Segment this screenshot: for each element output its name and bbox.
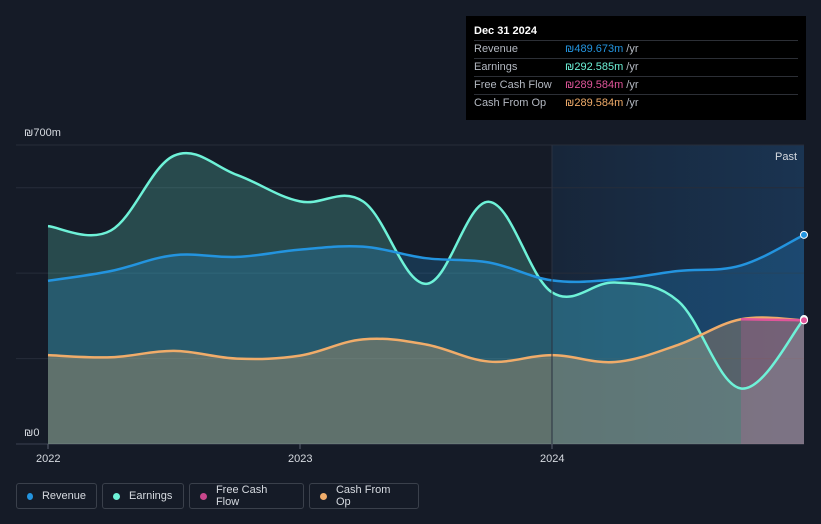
x-tick-label: 2023 xyxy=(288,453,312,465)
revenue-dot-icon xyxy=(27,492,33,500)
tooltip-date: Dec 31 2024 xyxy=(474,24,798,41)
cash-from-op-dot-icon xyxy=(320,492,327,500)
x-axis: 2022 2023 2024 xyxy=(36,444,564,465)
legend-item-cash-from-op[interactable]: Cash From Op xyxy=(309,483,419,509)
tooltip-value: ₪289.584m xyxy=(565,79,624,91)
legend-item-revenue[interactable]: Revenue xyxy=(16,483,97,509)
tooltip-value: ₪292.585m xyxy=(565,61,624,73)
revenue-area xyxy=(48,234,804,444)
legend-item-free-cash-flow[interactable]: Free Cash Flow xyxy=(189,483,304,509)
cash-from-op-area xyxy=(48,317,804,444)
tooltip-unit: /yr xyxy=(626,97,639,109)
y-tick-top: ₪700m xyxy=(24,127,61,139)
cash-from-op-line xyxy=(47,316,805,364)
tooltip-row-free-cash-flow: Free Cash Flow ₪289.584m /yr xyxy=(474,77,798,95)
legend-item-earnings[interactable]: Earnings xyxy=(102,483,184,509)
tooltip-unit: /yr xyxy=(626,79,639,91)
earnings-area xyxy=(48,153,804,444)
free-cash-flow-dot-icon xyxy=(200,492,207,500)
legend: Revenue Earnings Free Cash Flow Cash Fro… xyxy=(16,483,419,509)
tooltip-value: ₪289.584m xyxy=(565,97,624,109)
legend-label: Earnings xyxy=(129,490,173,502)
free-cash-flow-line xyxy=(740,318,805,322)
tooltip-label: Earnings xyxy=(474,61,518,73)
free-cash-flow-area xyxy=(741,319,804,444)
series-end-markers xyxy=(800,230,808,325)
y-tick-bottom: ₪0 xyxy=(24,427,39,439)
earnings-line xyxy=(47,151,805,390)
tooltip-unit: /yr xyxy=(626,43,639,55)
tooltip: Dec 31 2024 Revenue ₪489.673m /yr Earnin… xyxy=(466,16,806,120)
tooltip-row-revenue: Revenue ₪489.673m /yr xyxy=(474,41,798,59)
revenue-end-marker xyxy=(800,230,808,239)
legend-label: Free Cash Flow xyxy=(215,484,268,508)
revenue-line xyxy=(47,233,805,284)
earnings-dot-icon xyxy=(113,492,120,500)
tooltip-value: ₪489.673m xyxy=(565,43,624,55)
tooltip-label: Free Cash Flow xyxy=(474,79,552,91)
x-tick-label: 2024 xyxy=(540,453,564,465)
legend-label: Cash From Op xyxy=(335,484,391,508)
past-region xyxy=(552,145,804,444)
series-areas xyxy=(48,153,804,444)
tooltip-unit: /yr xyxy=(626,61,639,73)
legend-label: Revenue xyxy=(41,490,86,502)
tooltip-label: Cash From Op xyxy=(474,97,547,109)
tooltip-label: Revenue xyxy=(474,43,519,55)
tooltip-row-cash-from-op: Cash From Op ₪289.584m /yr xyxy=(474,95,798,112)
tooltip-row-earnings: Earnings ₪292.585m /yr xyxy=(474,59,798,77)
x-tick-label: 2022 xyxy=(36,453,60,465)
past-label: Past xyxy=(775,151,797,163)
free-cash-flow-end-marker xyxy=(800,316,808,325)
